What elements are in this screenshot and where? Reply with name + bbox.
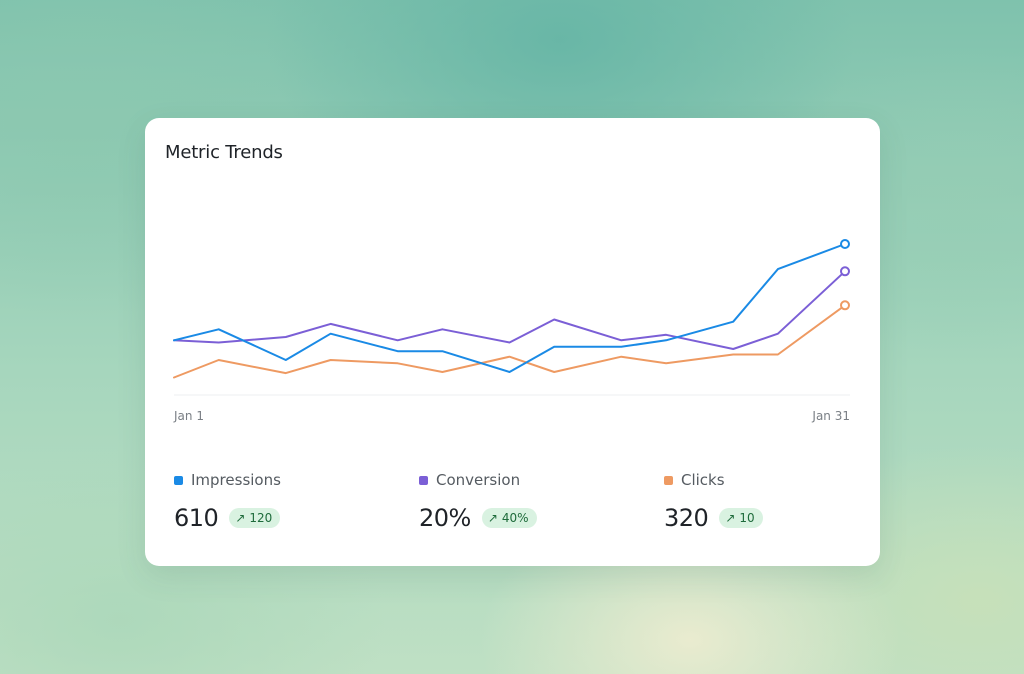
series-layer <box>173 239 850 379</box>
change-badge: ↗ 120 <box>229 508 281 528</box>
series-endpoint-impressions <box>840 239 850 249</box>
change-badge: ↗ 10 <box>719 508 763 528</box>
arrow-up-right-icon: ↗ <box>725 511 736 525</box>
legend-swatch <box>419 475 428 485</box>
metric-value-row: 20% ↗ 40% <box>419 504 649 532</box>
line-chart: Jan 1 Jan 31 <box>173 239 850 423</box>
series-line-clicks <box>173 304 846 379</box>
metric-value: 610 <box>174 504 219 532</box>
x-axis-end-label: Jan 31 <box>811 409 850 423</box>
legend-label: Clicks <box>681 471 725 489</box>
change-value: 40% <box>501 511 529 525</box>
card-title: Metric Trends <box>165 142 283 163</box>
arrow-up-right-icon: ↗ <box>235 511 246 525</box>
change-badge: ↗ 40% <box>481 508 537 528</box>
legend-item-conversion: Conversion <box>419 470 649 490</box>
metric-conversion: Conversion 20% ↗ 40% <box>419 470 649 532</box>
metric-value: 20% <box>419 504 471 532</box>
metric-value-row: 610 ↗ 120 <box>174 504 404 532</box>
x-axis-start-label: Jan 1 <box>173 409 204 423</box>
legend-item-clicks: Clicks <box>664 470 894 490</box>
metric-value-row: 320 ↗ 10 <box>664 504 894 532</box>
legend-label: Conversion <box>436 471 521 489</box>
legend-item-impressions: Impressions <box>174 470 404 490</box>
arrow-up-right-icon: ↗ <box>487 511 498 525</box>
metric-trends-card: Jan 1 Jan 31 Metric Trends Impressions 6… <box>145 118 880 566</box>
series-line-impressions <box>173 243 846 373</box>
metric-value: 320 <box>664 504 709 532</box>
change-value: 10 <box>739 511 755 525</box>
metric-clicks: Clicks 320 ↗ 10 <box>664 470 894 532</box>
series-line-conversion <box>173 270 846 350</box>
legend-label: Impressions <box>191 471 281 489</box>
legend-swatch <box>174 475 183 485</box>
legend-swatch <box>664 475 673 485</box>
change-value: 120 <box>249 511 273 525</box>
series-endpoint-clicks <box>840 300 850 311</box>
series-endpoint-conversion <box>840 266 850 277</box>
metric-impressions: Impressions 610 ↗ 120 <box>174 470 404 532</box>
